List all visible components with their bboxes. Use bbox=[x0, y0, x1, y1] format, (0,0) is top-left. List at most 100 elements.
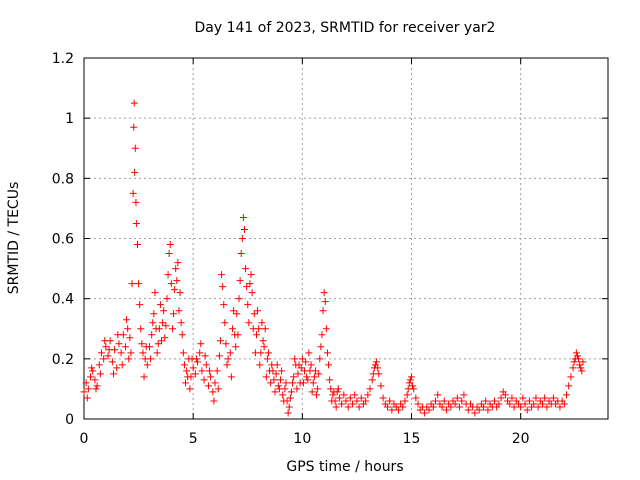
data-point bbox=[84, 385, 92, 393]
data-point bbox=[167, 280, 175, 288]
data-point bbox=[563, 391, 571, 399]
data-point bbox=[147, 355, 155, 363]
data-point bbox=[404, 385, 412, 393]
data-point bbox=[240, 225, 248, 233]
data-point bbox=[549, 394, 557, 402]
data-point bbox=[198, 367, 206, 375]
data-point bbox=[291, 355, 299, 363]
data-point bbox=[579, 358, 587, 366]
data-point bbox=[539, 400, 546, 408]
data-point bbox=[570, 358, 578, 366]
data-point bbox=[523, 406, 531, 414]
data-point bbox=[211, 379, 219, 387]
chart-title: Day 141 of 2023, SRMTID for receiver yar… bbox=[195, 20, 496, 36]
data-point bbox=[274, 382, 282, 390]
data-point bbox=[351, 391, 359, 399]
data-point bbox=[135, 280, 143, 288]
data-point bbox=[176, 289, 184, 297]
data-point bbox=[576, 361, 584, 369]
y-tick-label: 0.4 bbox=[52, 292, 74, 308]
data-point bbox=[93, 382, 101, 390]
data-point bbox=[326, 376, 334, 384]
data-point bbox=[471, 409, 479, 417]
data-point bbox=[409, 382, 417, 390]
data-point bbox=[262, 373, 270, 381]
data-point bbox=[432, 397, 440, 405]
data-point bbox=[139, 349, 147, 357]
data-point bbox=[567, 373, 575, 381]
data-point bbox=[207, 373, 215, 381]
data-point bbox=[282, 379, 290, 387]
data-point bbox=[224, 355, 232, 363]
data-point bbox=[222, 340, 230, 348]
data-point bbox=[525, 397, 533, 405]
data-point bbox=[155, 325, 163, 333]
y-axis-label: SRMTID / TECUs bbox=[6, 182, 22, 295]
data-point bbox=[328, 397, 336, 405]
data-point bbox=[248, 289, 256, 297]
data-point bbox=[200, 376, 208, 384]
data-point bbox=[321, 298, 329, 306]
data-point bbox=[480, 403, 488, 411]
data-point bbox=[194, 358, 202, 366]
axis-ticks: 0 0.2 0.4 0.6 0.8 1 1.2 0 5 10 15 20 bbox=[52, 51, 608, 447]
data-point bbox=[164, 271, 172, 279]
data-point bbox=[272, 370, 280, 378]
data-point bbox=[170, 310, 178, 318]
data-point bbox=[464, 406, 472, 414]
data-point bbox=[377, 382, 385, 390]
data-point bbox=[501, 391, 509, 399]
data-point bbox=[369, 370, 377, 378]
data-point bbox=[258, 319, 266, 327]
data-point bbox=[267, 379, 275, 387]
data-point bbox=[349, 400, 357, 408]
data-point bbox=[285, 403, 293, 411]
data-point bbox=[401, 397, 409, 405]
data-point bbox=[254, 307, 262, 315]
data-point bbox=[233, 310, 241, 318]
data-point bbox=[123, 316, 131, 324]
data-point bbox=[238, 235, 246, 242]
x-tick-label: 0 bbox=[80, 431, 89, 447]
data-point bbox=[379, 394, 387, 402]
data-point bbox=[148, 331, 156, 339]
data-point bbox=[215, 352, 223, 360]
data-point bbox=[140, 373, 148, 381]
data-point bbox=[143, 361, 151, 369]
data-point bbox=[573, 352, 581, 360]
data-point bbox=[156, 301, 164, 309]
data-point bbox=[125, 355, 133, 363]
data-point bbox=[201, 352, 209, 360]
data-point bbox=[132, 198, 140, 206]
data-point bbox=[247, 271, 255, 279]
data-point bbox=[96, 370, 104, 378]
data-point bbox=[425, 406, 433, 414]
data-point bbox=[280, 397, 288, 405]
data-point bbox=[124, 325, 132, 333]
data-point bbox=[150, 310, 158, 318]
data-point bbox=[322, 325, 330, 333]
data-point bbox=[210, 397, 218, 405]
data-point bbox=[278, 367, 286, 375]
data-point bbox=[100, 355, 108, 363]
data-point bbox=[303, 373, 311, 381]
data-point bbox=[102, 343, 110, 351]
data-point bbox=[412, 394, 420, 402]
data-point bbox=[177, 319, 185, 327]
data-point bbox=[133, 241, 141, 249]
data-point bbox=[482, 397, 490, 405]
data-point bbox=[269, 367, 277, 375]
data-point bbox=[429, 403, 437, 411]
data-point bbox=[101, 337, 109, 345]
data-point bbox=[250, 310, 258, 318]
data-point bbox=[129, 189, 137, 197]
data-point bbox=[178, 331, 186, 339]
data-point bbox=[128, 280, 136, 288]
data-point bbox=[383, 403, 391, 411]
data-point bbox=[374, 364, 382, 372]
data-point bbox=[236, 277, 244, 285]
data-point bbox=[132, 219, 140, 227]
data-point bbox=[252, 331, 260, 339]
data-point bbox=[517, 403, 525, 411]
data-point bbox=[174, 259, 182, 267]
